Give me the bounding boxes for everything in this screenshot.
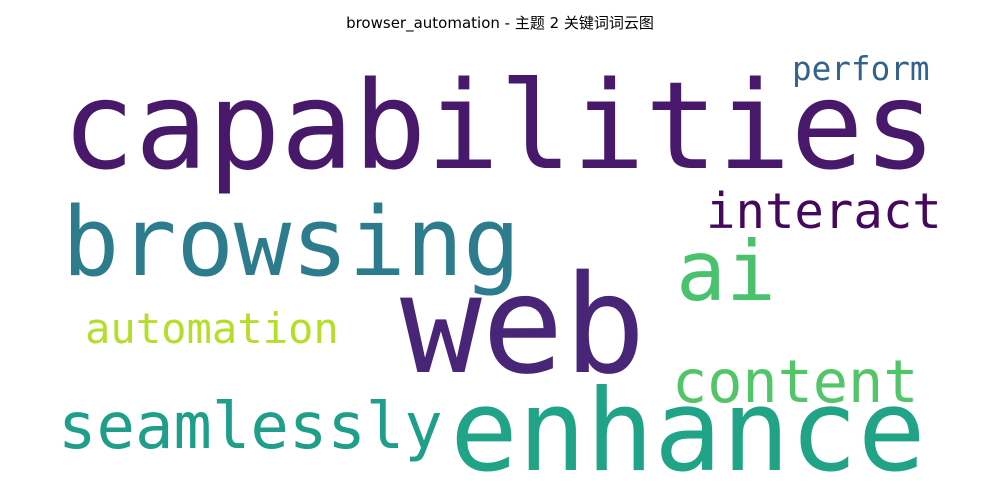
- word: seamlessly: [58, 390, 443, 464]
- word: content: [672, 348, 918, 416]
- word: enhance: [450, 365, 926, 497]
- chart-title: browser_automation - 主题 2 关键词词云图: [346, 14, 654, 33]
- word: capabilities: [62, 56, 936, 197]
- word: ai: [676, 223, 776, 320]
- word: interact: [706, 183, 942, 240]
- word: web: [400, 247, 646, 405]
- word: automation: [85, 304, 339, 353]
- word: browsing: [62, 188, 520, 298]
- word: perform: [792, 50, 930, 88]
